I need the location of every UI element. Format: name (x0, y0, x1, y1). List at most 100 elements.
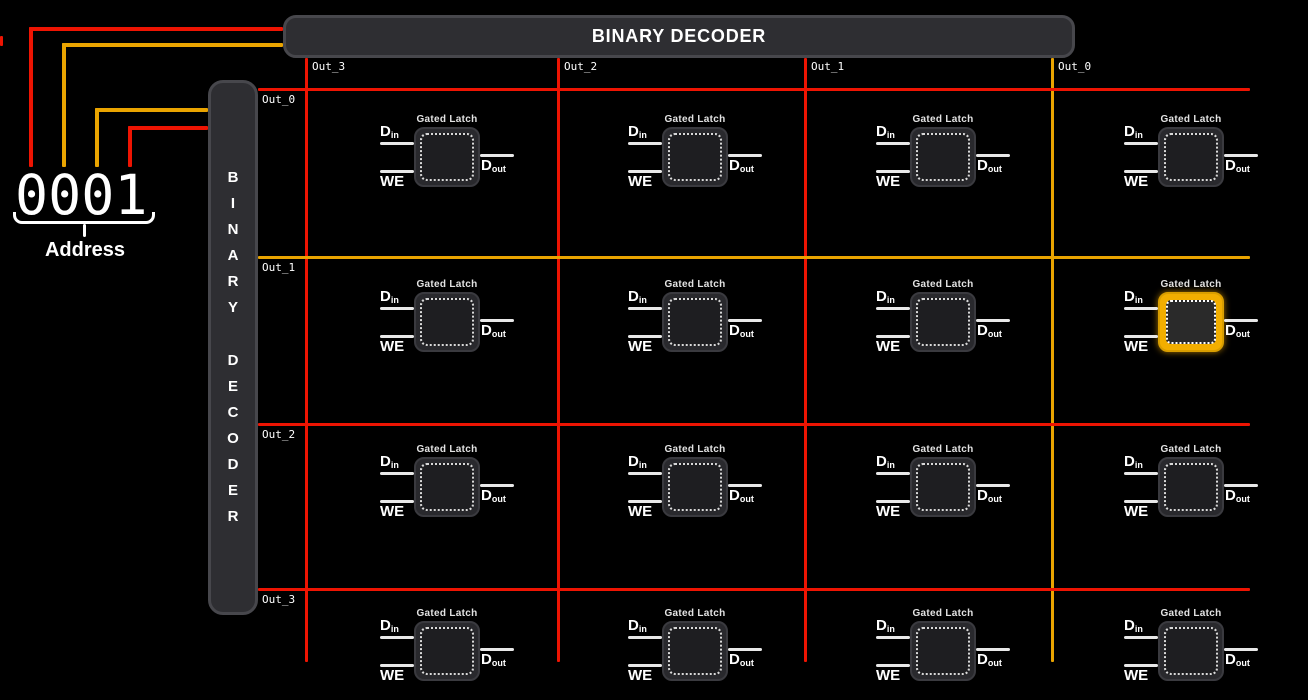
dout-label-sub: out (1235, 658, 1250, 668)
dout-label-base: D (977, 322, 988, 339)
latch-box (414, 127, 480, 187)
row-label-out_1: Out_1 (262, 261, 296, 274)
din-label-base: D (628, 288, 639, 305)
latch-title: Gated Latch (912, 608, 974, 619)
we-stub (380, 335, 414, 338)
latch-title: Gated Latch (416, 114, 478, 125)
latch-box (1158, 457, 1224, 517)
dout-label-sub: out (1235, 164, 1250, 174)
dout-label: Dout (977, 323, 1002, 342)
we-label: WE (1124, 173, 1149, 190)
column-label-out_1: Out_1 (811, 60, 845, 73)
din-label: Din (380, 618, 399, 637)
din-stub (876, 472, 910, 475)
dout-stub (1224, 484, 1258, 487)
din-label: Din (380, 454, 399, 473)
decoder-letter: C (227, 404, 239, 421)
we-stub (1124, 170, 1158, 173)
latch-box (910, 292, 976, 352)
dout-label-base: D (729, 651, 740, 668)
address-bit-wire-3-horizontal (128, 126, 208, 130)
we-label: WE (380, 503, 405, 520)
latch-dotted-inner (1164, 463, 1218, 511)
we-stub (628, 500, 662, 503)
din-stub (1124, 636, 1158, 639)
dout-stub (728, 648, 762, 651)
din-label: Din (380, 289, 399, 308)
gated-latch-out_2-out_0: Gated Latch Din WE Dout (1121, 444, 1261, 530)
latch-dotted-inner (668, 298, 722, 346)
dout-stub (976, 648, 1010, 651)
gated-latch-out_3-out_2: Gated Latch Din WE Dout (625, 608, 765, 694)
din-label: Din (380, 124, 399, 143)
din-label: Din (876, 454, 895, 473)
gated-latch-out_3-out_0: Gated Latch Din WE Dout (1121, 608, 1261, 694)
gated-latch-out_0-out_1: Gated Latch Din WE Dout (873, 114, 1013, 200)
we-stub (380, 664, 414, 667)
we-stub (1124, 500, 1158, 503)
din-label-base: D (628, 453, 639, 470)
we-label: WE (628, 338, 653, 355)
din-stub (876, 142, 910, 145)
din-stub (1124, 307, 1158, 310)
din-label-base: D (1124, 123, 1135, 140)
decoder-letter: D (227, 456, 239, 473)
dout-label-sub: out (739, 494, 754, 504)
din-stub (380, 307, 414, 310)
we-label: WE (1124, 503, 1149, 520)
gated-latch-out_2-out_2: Gated Latch Din WE Dout (625, 444, 765, 530)
latch-title: Gated Latch (1160, 114, 1222, 125)
din-label-sub: in (886, 295, 895, 305)
latch-box (1158, 292, 1224, 352)
decoder-letter: O (227, 430, 239, 447)
decoder-letter: A (227, 247, 239, 264)
din-label-base: D (380, 453, 391, 470)
din-label-sub: in (390, 624, 399, 634)
din-label-sub: in (638, 624, 647, 634)
dout-label-sub: out (491, 658, 506, 668)
latch-box (1158, 621, 1224, 681)
gated-latch-out_1-out_0-selected: Gated Latch Din WE Dout (1121, 279, 1261, 365)
row-label-out_3: Out_3 (262, 593, 296, 606)
latch-title: Gated Latch (664, 114, 726, 125)
latch-title: Gated Latch (416, 608, 478, 619)
we-label: WE (876, 667, 901, 684)
decoder-letter: D (227, 352, 239, 369)
decoder-letter: Y (227, 299, 238, 316)
din-label: Din (1124, 289, 1143, 308)
dout-label-base: D (729, 157, 740, 174)
dout-label: Dout (481, 652, 506, 671)
latch-box (414, 292, 480, 352)
dout-label-sub: out (491, 164, 506, 174)
dout-label-base: D (729, 487, 740, 504)
dout-stub (976, 319, 1010, 322)
din-label-sub: in (1134, 130, 1143, 140)
we-stub (876, 500, 910, 503)
latch-title: Gated Latch (912, 279, 974, 290)
latch-title: Gated Latch (912, 114, 974, 125)
dout-stub (728, 154, 762, 157)
column-label-out_3: Out_3 (312, 60, 346, 73)
dout-label: Dout (1225, 323, 1250, 342)
address-bit-wire-0-vertical (29, 27, 33, 167)
din-stub (380, 142, 414, 145)
din-stub (380, 472, 414, 475)
dout-stub (480, 319, 514, 322)
address-value: 0001 (15, 163, 148, 227)
dout-label-base: D (1225, 322, 1236, 339)
row-label-out_0: Out_0 (262, 93, 296, 106)
decoder-letter: N (227, 221, 239, 238)
din-stub (1124, 142, 1158, 145)
we-label: WE (628, 667, 653, 684)
latch-dotted-inner (1164, 133, 1218, 181)
latch-title: Gated Latch (1160, 444, 1222, 455)
address-bit-wire-1-vertical (62, 43, 66, 167)
gated-latch-out_0-out_0: Gated Latch Din WE Dout (1121, 114, 1261, 200)
din-label-base: D (628, 617, 639, 634)
din-label-sub: in (390, 130, 399, 140)
din-stub (628, 142, 662, 145)
we-stub (876, 170, 910, 173)
dout-label-sub: out (491, 329, 506, 339)
decoder-letter: R (227, 508, 239, 525)
